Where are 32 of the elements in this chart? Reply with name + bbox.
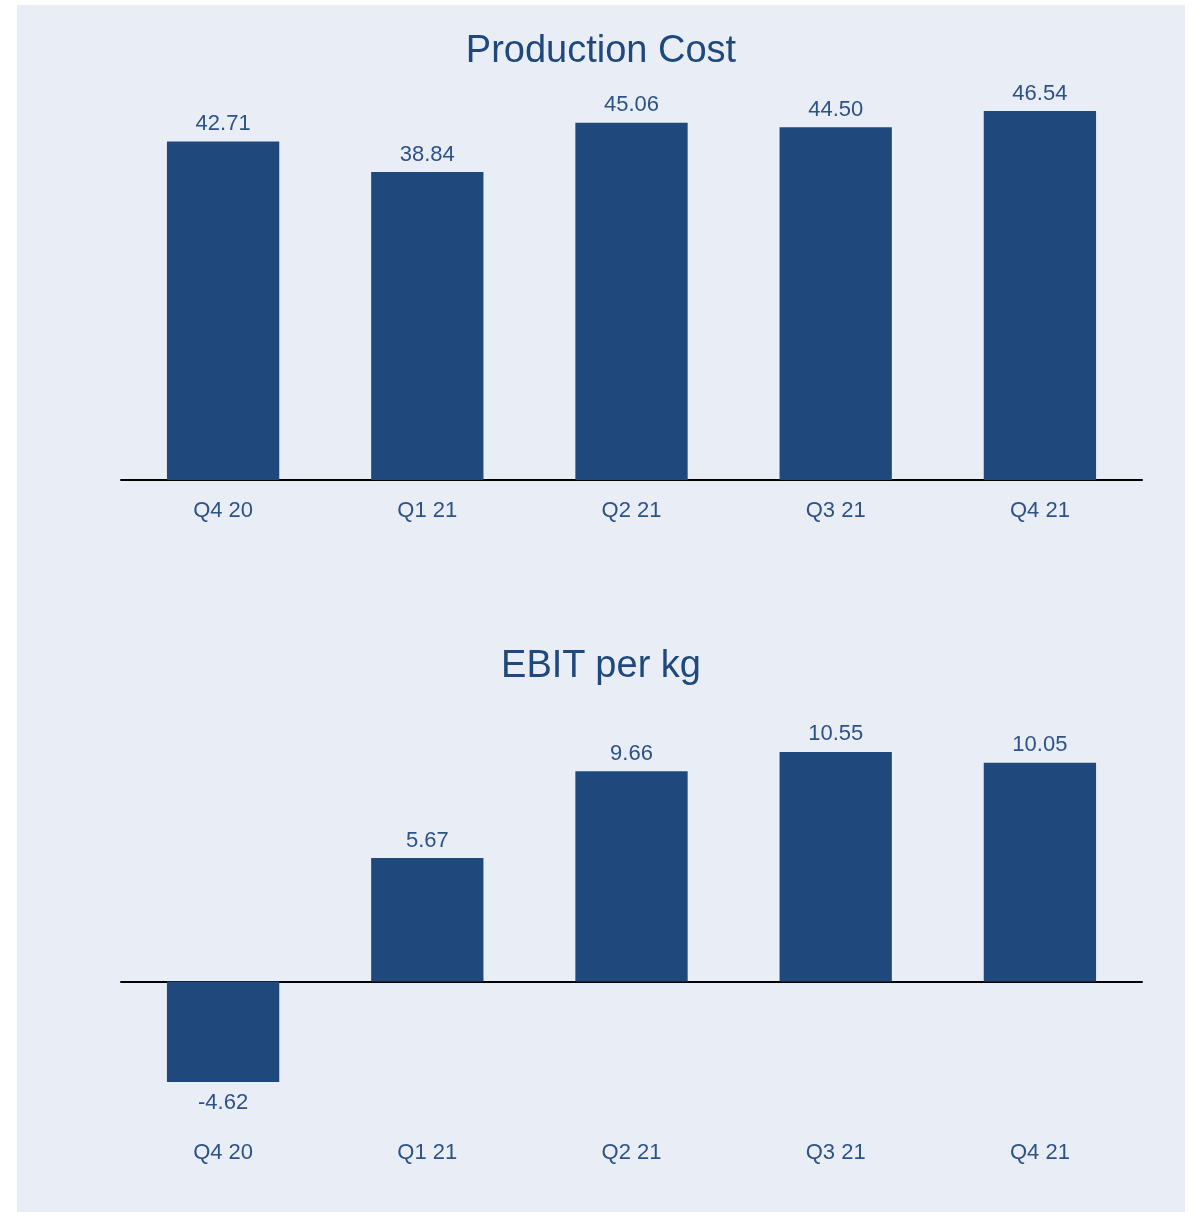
bar bbox=[575, 771, 688, 982]
bar bbox=[779, 751, 892, 982]
bar bbox=[575, 122, 688, 480]
data-label: 46.54 bbox=[1012, 79, 1068, 105]
chart-title: Production Cost bbox=[465, 28, 737, 70]
x-tick-label: Q4 21 bbox=[1009, 1138, 1070, 1164]
x-tick-label: Q2 21 bbox=[601, 1138, 662, 1164]
data-label: 45.06 bbox=[603, 91, 660, 117]
x-tick-label: Q4 21 bbox=[1009, 496, 1070, 522]
data-label: 38.84 bbox=[399, 140, 455, 166]
data-label: 44.50 bbox=[808, 95, 864, 121]
bar bbox=[983, 111, 1097, 480]
data-label: 5.67 bbox=[405, 826, 449, 852]
data-label: 9.66 bbox=[610, 739, 653, 765]
x-tick-label: Q4 20 bbox=[193, 1138, 254, 1164]
bar bbox=[166, 981, 280, 1082]
x-tick-label: Q4 20 bbox=[193, 496, 254, 522]
chart-title: EBIT per kg bbox=[501, 643, 701, 685]
bar bbox=[371, 858, 484, 982]
bar bbox=[166, 141, 280, 480]
data-label: 10.55 bbox=[808, 720, 864, 746]
bar bbox=[371, 172, 484, 480]
bar bbox=[983, 762, 1097, 982]
data-label: 42.71 bbox=[195, 109, 251, 135]
x-tick-label: Q3 21 bbox=[805, 496, 866, 522]
x-tick-label: Q3 21 bbox=[805, 1138, 866, 1164]
data-label: -4.62 bbox=[198, 1088, 249, 1114]
data-label: 10.05 bbox=[1012, 731, 1068, 757]
x-tick-label: Q1 21 bbox=[397, 496, 458, 522]
x-tick-label: Q2 21 bbox=[601, 496, 662, 522]
x-tick-label: Q1 21 bbox=[397, 1138, 458, 1164]
bar bbox=[779, 127, 892, 480]
